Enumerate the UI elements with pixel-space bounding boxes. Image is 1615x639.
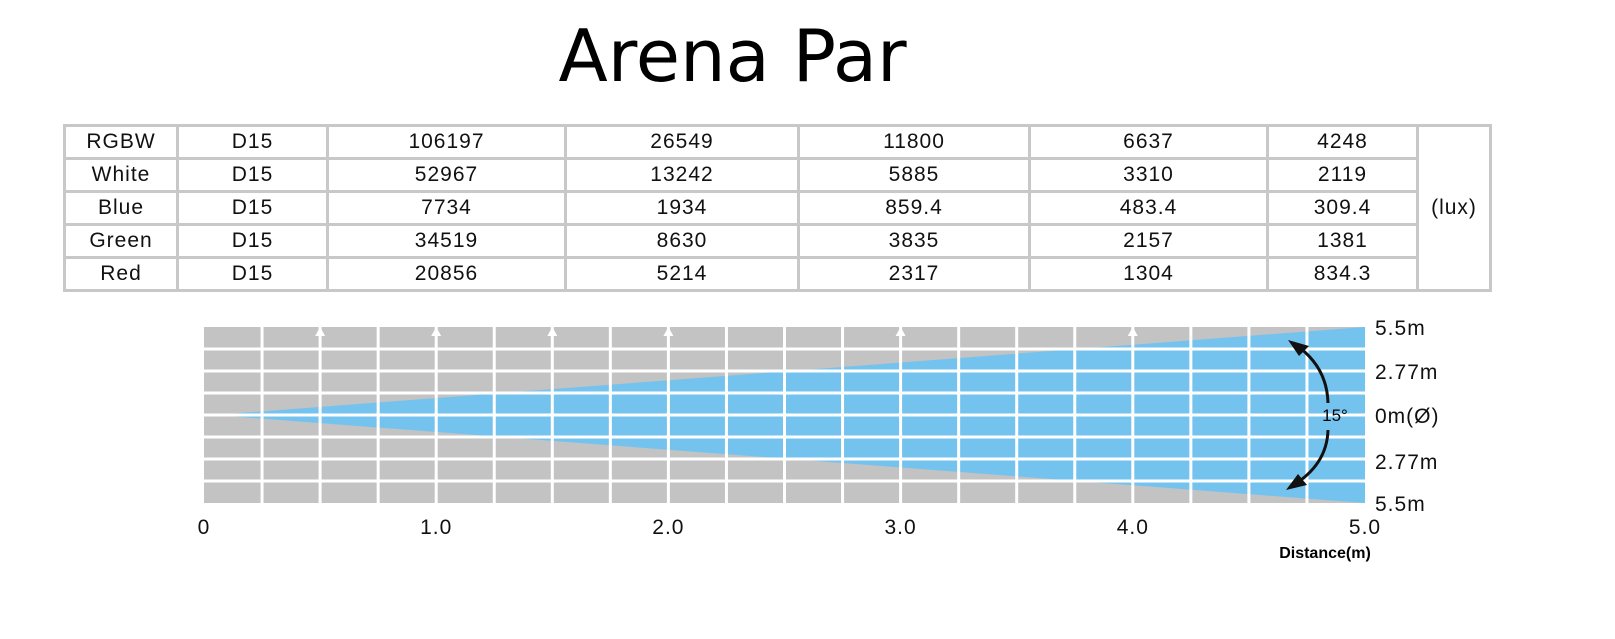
x-tick-label: 2.0 (652, 516, 684, 539)
x-tick-label: 1.0 (420, 516, 452, 539)
beam-cell: D15 (176, 256, 329, 292)
lux-value-cell: 2157 (1028, 223, 1269, 259)
x-tick-label: 4.0 (1117, 516, 1149, 539)
x-tick-label: 0 (198, 516, 211, 539)
color-cell: RGBW (63, 124, 179, 160)
lux-value-cell: 34519 (326, 223, 567, 259)
lux-value-cell: 5214 (564, 256, 800, 292)
diameter-label: 5.5m (1375, 493, 1426, 516)
page-title: Arena Par (558, 14, 907, 98)
lux-value-cell: 2317 (797, 256, 1031, 292)
lux-value-cell: 11800 (797, 124, 1031, 160)
lux-value-cell: 1381 (1266, 223, 1419, 259)
arrow-marker-icon (1127, 327, 1138, 336)
arrow-marker-icon (431, 327, 442, 336)
lux-value-cell: 4248 (1266, 124, 1419, 160)
lux-value-cell: 3310 (1028, 157, 1269, 193)
arrow-marker-icon (315, 327, 326, 336)
arrow-marker-icon (663, 327, 674, 336)
lux-value-cell: 3835 (797, 223, 1031, 259)
lux-value-cell: 834.3 (1266, 256, 1419, 292)
arrow-marker-icon (895, 327, 906, 336)
diameter-label: 0m(Ø) (1375, 405, 1440, 428)
lux-value-cell: 5885 (797, 157, 1031, 193)
beam-cell: D15 (176, 223, 329, 259)
table-row: Green D15 34519 8630 3835 2157 1381 (63, 223, 1491, 259)
lux-value-cell: 20856 (326, 256, 567, 292)
lux-value-cell: 1304 (1028, 256, 1269, 292)
table-row: Red D15 20856 5214 2317 1304 834.3 (63, 256, 1491, 292)
lux-value-cell: 859.4 (797, 190, 1031, 226)
illuminance-table: RGBW D15 106197 26549 11800 6637 4248 (lux) Whit… (63, 124, 1492, 292)
color-cell: Blue (63, 190, 179, 226)
lux-value-cell: 6637 (1028, 124, 1269, 160)
lux-value-cell: 1934 (564, 190, 800, 226)
arrow-marker-icon (547, 327, 558, 336)
lux-value-cell: 2119 (1266, 157, 1419, 193)
lux-value-cell: 106197 (326, 124, 567, 160)
lux-value-cell: 13242 (564, 157, 800, 193)
lux-value-cell: 309.4 (1266, 190, 1419, 226)
diameter-label: 5.5m (1375, 317, 1426, 340)
lux-value-cell: 7734 (326, 190, 567, 226)
beam-cell: D15 (176, 157, 329, 193)
table-row: RGBW D15 106197 26549 11800 6637 4248 (lux) (63, 124, 1492, 292)
arrowhead-icon (1288, 340, 1309, 356)
lux-value-cell: 483.4 (1028, 190, 1269, 226)
diameter-label: 2.77m (1375, 451, 1438, 474)
diameter-label: 2.77m (1375, 361, 1438, 384)
unit-cell: (lux) (1416, 124, 1492, 292)
x-tick-label: 3.0 (884, 516, 916, 539)
color-cell: White (63, 157, 179, 193)
table-row: White D15 52967 13242 5885 3310 2119 (63, 157, 1491, 193)
beam-cell: D15 (176, 124, 329, 160)
lux-value-cell: 52967 (326, 157, 567, 193)
table-row: Blue D15 7734 1934 859.4 483.4 309.4 (63, 190, 1491, 226)
color-cell: Red (63, 256, 179, 292)
arrowhead-icon (1286, 474, 1307, 490)
lux-value-cell: 8630 (564, 223, 800, 259)
beam-cell: D15 (176, 190, 329, 226)
x-tick-label: 5.0 (1349, 516, 1381, 539)
x-axis-label: Distance(m) (1279, 545, 1371, 562)
lux-value-cell: 26549 (564, 124, 800, 160)
beam-angle-label: 15° (1322, 406, 1348, 425)
color-cell: Green (63, 223, 179, 259)
